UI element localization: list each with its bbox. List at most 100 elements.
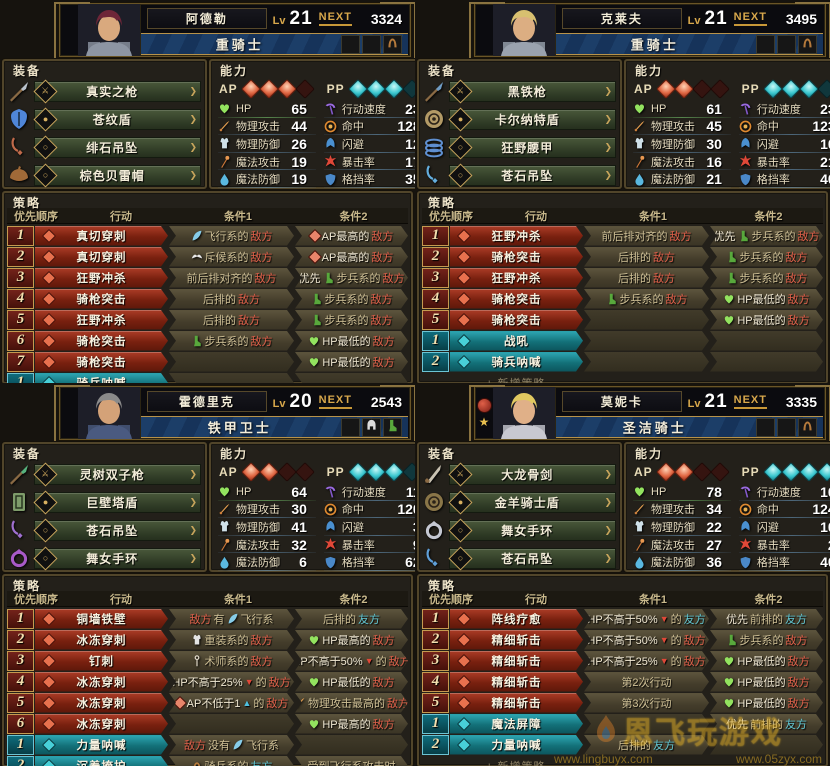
equipment-item[interactable]: ⚔ 灵树双子枪 ❯	[33, 461, 201, 487]
condition-1[interactable]	[584, 714, 709, 734]
class-slot[interactable]	[798, 418, 817, 437]
condition-2[interactable]	[710, 352, 823, 372]
condition-1[interactable]: 步兵系的 敌方	[584, 289, 709, 309]
strategy-row[interactable]: 3 狂野冲杀 后排的 敌方 步兵系的 敌方	[422, 268, 823, 288]
strategy-row[interactable]: 2 沉着掩护 骑兵系的友方 受到飞行系攻击时	[7, 756, 408, 766]
action-cell[interactable]: 骑枪突击	[450, 310, 583, 330]
strategy-row[interactable]: 4 骑枪突击 步兵系的 敌方 HP最低的 敌方	[422, 289, 823, 309]
equipment-item[interactable]: ○ 苍石吊坠 ❯	[448, 545, 616, 571]
action-cell[interactable]: 骑枪突击	[35, 331, 168, 351]
strategy-row[interactable]: 5 狂野冲杀 后排的 敌方 步兵系的 敌方	[7, 310, 408, 330]
class-slot[interactable]	[756, 35, 775, 54]
condition-1[interactable]	[584, 352, 709, 372]
equipment-item[interactable]: ○ 舞女手环 ❯	[448, 517, 616, 543]
condition-1[interactable]: 第3次行动	[584, 693, 709, 713]
condition-2[interactable]: HP最低的 敌方	[710, 672, 823, 692]
condition-2[interactable]: 步兵系的 敌方	[295, 289, 408, 309]
condition-1[interactable]: HP不高于50% ▼ 的敌方	[584, 630, 709, 650]
equipment-item[interactable]: ⚔ 大龙骨剑 ❯	[448, 461, 616, 487]
strategy-row[interactable]: 5 骑枪突击 HP最低的 敌方	[422, 310, 823, 330]
condition-1[interactable]: 后排的 敌方	[584, 268, 709, 288]
strategy-row[interactable]: 1 战吼	[422, 331, 823, 351]
condition-2[interactable]	[710, 735, 823, 755]
add-strategy-button[interactable]: + 新增策略	[486, 375, 823, 384]
condition-1[interactable]: 第2次行动	[584, 672, 709, 692]
action-cell[interactable]: 精细斩击	[450, 672, 583, 692]
equipment-item[interactable]: ○ 绯石吊坠 ❯	[33, 134, 201, 160]
class-slot[interactable]	[383, 418, 402, 437]
condition-1[interactable]: 后排的 友方	[584, 735, 709, 755]
condition-2[interactable]: 物理攻击最高的 敌方	[295, 693, 408, 713]
condition-2[interactable]: AP最高的 敌方	[295, 226, 408, 246]
strategy-row[interactable]: 4 精细斩击 第2次行动 HP最低的 敌方	[422, 672, 823, 692]
condition-2[interactable]: 步兵系的 敌方	[295, 310, 408, 330]
strategy-row[interactable]: 4 冰冻穿刺 HP不高于25% ▼ 的敌方 HP最低的 敌方	[7, 672, 408, 692]
condition-2[interactable]	[295, 373, 408, 383]
equipment-item[interactable]: ⚔ 真实之枪 ❯	[33, 78, 201, 104]
action-cell[interactable]: 力量呐喊	[450, 735, 583, 755]
action-cell[interactable]: 狂野冲杀	[35, 310, 168, 330]
equipment-item[interactable]: ⚔ 黑铁枪 ❯	[448, 78, 616, 104]
equipment-item[interactable]: ● 巨壁塔盾 ❯	[33, 489, 201, 515]
condition-1[interactable]	[584, 310, 709, 330]
strategy-row[interactable]: 2 力量呐喊 后排的 友方	[422, 735, 823, 755]
condition-1[interactable]: AP不低于1 ▲ 的敌方	[169, 693, 294, 713]
action-cell[interactable]: 精细斩击	[450, 630, 583, 650]
equipment-item[interactable]: ● 卡尔纳特盾 ❯	[448, 106, 616, 132]
action-cell[interactable]: 钉刺	[35, 651, 168, 671]
strategy-row[interactable]: 2 骑兵呐喊	[422, 352, 823, 372]
class-slot[interactable]	[362, 35, 381, 54]
action-cell[interactable]: 真切穿刺	[35, 226, 168, 246]
strategy-row[interactable]: 2 精细斩击 HP不高于50% ▼ 的敌方 步兵系的 敌方	[422, 630, 823, 650]
class-slot[interactable]	[383, 35, 402, 54]
strategy-row[interactable]: 1 阵线疗愈 HP不高于50% ▼ 的友方 优先 前排的 友方	[422, 609, 823, 629]
action-cell[interactable]: 骑枪突击	[450, 289, 583, 309]
condition-2[interactable]: HP最低的 敌方	[295, 352, 408, 372]
equipment-item[interactable]: ● 苍纹盾 ❯	[33, 106, 201, 132]
condition-1[interactable]: 后排的 敌方	[584, 247, 709, 267]
action-cell[interactable]: 狂野冲杀	[35, 268, 168, 288]
class-slot[interactable]	[777, 35, 796, 54]
condition-2[interactable]: HP不高于50% ▼ 的敌方	[295, 651, 408, 671]
equipment-item[interactable]: ○ 苍石吊坠 ❯	[33, 517, 201, 543]
condition-1[interactable]	[169, 373, 294, 383]
class-slot[interactable]	[756, 418, 775, 437]
condition-2[interactable]: HP最高的 敌方	[295, 714, 408, 734]
action-cell[interactable]: 冰冻穿刺	[35, 672, 168, 692]
class-slot[interactable]	[362, 418, 381, 437]
condition-1[interactable]: 前后排对齐的 敌方	[584, 226, 709, 246]
condition-1[interactable]: 术师系的 敌方	[169, 651, 294, 671]
strategy-row[interactable]: 5 精细斩击 第3次行动 HP最低的 敌方	[422, 693, 823, 713]
action-cell[interactable]: 骑兵呐喊	[35, 373, 168, 383]
action-cell[interactable]: 真切穿刺	[35, 247, 168, 267]
condition-2[interactable]: HP最低的 敌方	[710, 310, 823, 330]
condition-2[interactable]: HP最高的 敌方	[295, 630, 408, 650]
add-strategy-button[interactable]: + 新增策略	[486, 758, 823, 766]
action-cell[interactable]: 精细斩击	[450, 693, 583, 713]
strategy-row[interactable]: 1 骑兵呐喊	[7, 373, 408, 383]
condition-1[interactable]	[584, 331, 709, 351]
action-cell[interactable]: 铜墙铁壁	[35, 609, 168, 629]
condition-2[interactable]: 优先 步兵系的 敌方	[710, 226, 823, 246]
class-slot[interactable]	[341, 35, 360, 54]
condition-1[interactable]: HP不高于50% ▼ 的友方	[584, 609, 709, 629]
action-cell[interactable]: 冰冻穿刺	[35, 693, 168, 713]
action-cell[interactable]: 沉着掩护	[35, 756, 168, 766]
equipment-item[interactable]: ○ 舞女手环 ❯	[33, 545, 201, 571]
condition-1[interactable]: HP不高于25% ▼ 的敌方	[584, 651, 709, 671]
condition-2[interactable]: 步兵系的 敌方	[710, 268, 823, 288]
condition-2[interactable]: 优先 前排的 友方	[710, 609, 823, 629]
condition-1[interactable]: HP不高于25% ▼ 的敌方	[169, 672, 294, 692]
strategy-row[interactable]: 1 真切穿刺 飞行系的 敌方 AP最高的 敌方	[7, 226, 408, 246]
equipment-item[interactable]: ● 金羊骑士盾 ❯	[448, 489, 616, 515]
condition-1[interactable]: 飞行系的 敌方	[169, 226, 294, 246]
action-cell[interactable]: 骑枪突击	[35, 352, 168, 372]
condition-2[interactable]: 受到飞行系攻击时	[295, 756, 408, 766]
action-cell[interactable]: 骑兵呐喊	[450, 352, 583, 372]
condition-2[interactable]: 优先 步兵系的 敌方	[295, 268, 408, 288]
strategy-row[interactable]: 1 铜墙铁壁 敌方有 飞行系 后排的 友方	[7, 609, 408, 629]
strategy-row[interactable]: 3 精细斩击 HP不高于25% ▼ 的敌方 HP最低的 敌方	[422, 651, 823, 671]
strategy-row[interactable]: 1 力量呐喊 敌方 没有 飞行系	[7, 735, 408, 755]
condition-2[interactable]: 后排的 友方	[295, 609, 408, 629]
strategy-row[interactable]: 2 真切穿刺 斥候系的 敌方 AP最高的 敌方	[7, 247, 408, 267]
